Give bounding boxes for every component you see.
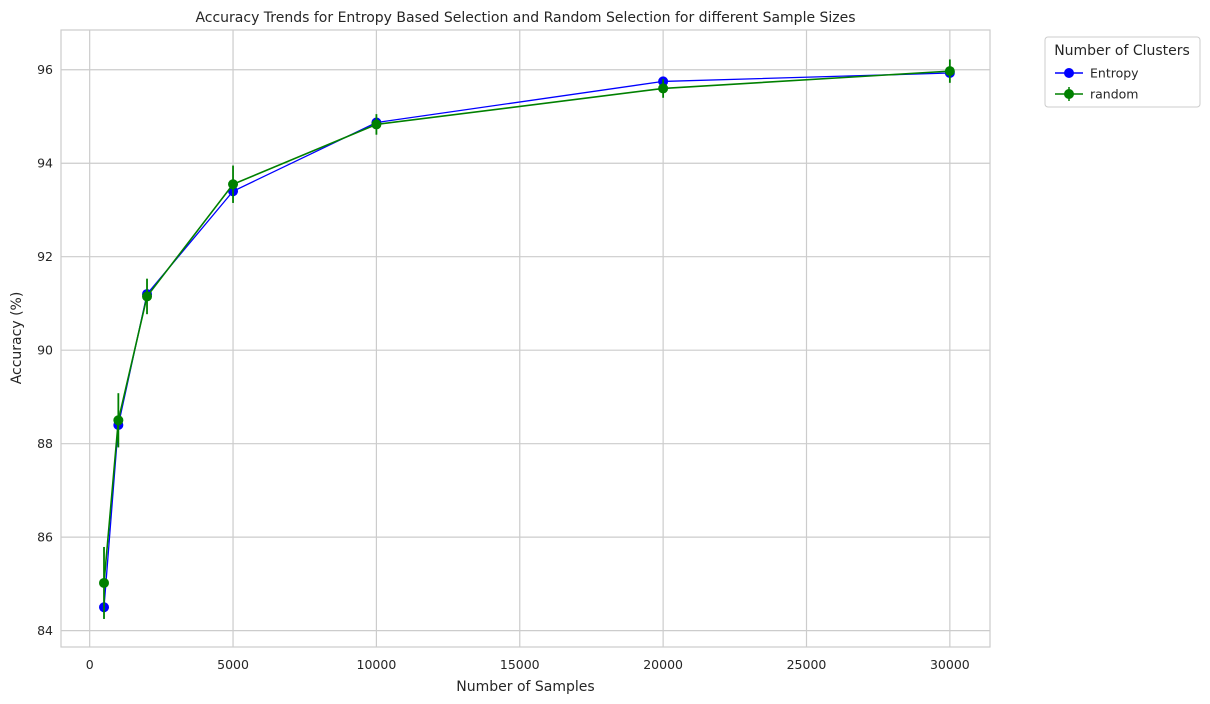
x-axis-label: Number of Samples	[456, 679, 594, 695]
data-point	[371, 119, 382, 130]
y-tick-label: 90	[37, 343, 53, 358]
y-tick-label: 96	[37, 62, 53, 77]
y-axis-label: Accuracy (%)	[9, 292, 25, 385]
legend-entry-entropy: Entropy	[1055, 66, 1139, 81]
x-tick-label: 10000	[357, 657, 397, 672]
y-tick-labels: 84 86 88 90 92 94 96	[37, 62, 53, 638]
legend-entry-random: random	[1055, 87, 1138, 102]
y-tick-label: 84	[37, 623, 53, 638]
x-tick-label: 20000	[643, 657, 683, 672]
y-tick-label: 94	[37, 156, 53, 171]
data-point	[658, 83, 669, 94]
legend-box	[1044, 36, 1201, 108]
data-point	[113, 415, 124, 426]
legend-label: random	[1090, 87, 1138, 102]
legend-marker	[1064, 68, 1074, 78]
data-point	[944, 66, 955, 77]
y-tick-label: 92	[37, 249, 53, 264]
x-tick-label: 15000	[500, 657, 540, 672]
x-tick-label: 0	[86, 657, 94, 672]
x-tick-label: 5000	[217, 657, 249, 672]
series-layer	[99, 59, 955, 619]
legend-label: Entropy	[1090, 66, 1139, 81]
data-point	[99, 577, 110, 588]
x-tick-label: 25000	[787, 657, 827, 672]
data-point	[142, 291, 153, 302]
data-point	[228, 179, 239, 190]
y-tick-label: 88	[37, 436, 53, 451]
grid-lines	[61, 30, 990, 647]
x-tick-label: 30000	[930, 657, 970, 672]
legend-marker	[1064, 89, 1074, 99]
plot-area	[61, 30, 990, 647]
chart-title: Accuracy Trends for Entropy Based Select…	[195, 10, 855, 26]
plot-frame	[60, 29, 991, 648]
legend-title: Number of Clusters	[1054, 43, 1190, 59]
x-tick-labels: 0 5000 10000 15000 20000 25000 30000	[86, 657, 970, 672]
legend: Number of Clusters Entropy random	[1044, 36, 1201, 108]
y-tick-label: 86	[37, 530, 53, 545]
series-random	[99, 59, 955, 619]
